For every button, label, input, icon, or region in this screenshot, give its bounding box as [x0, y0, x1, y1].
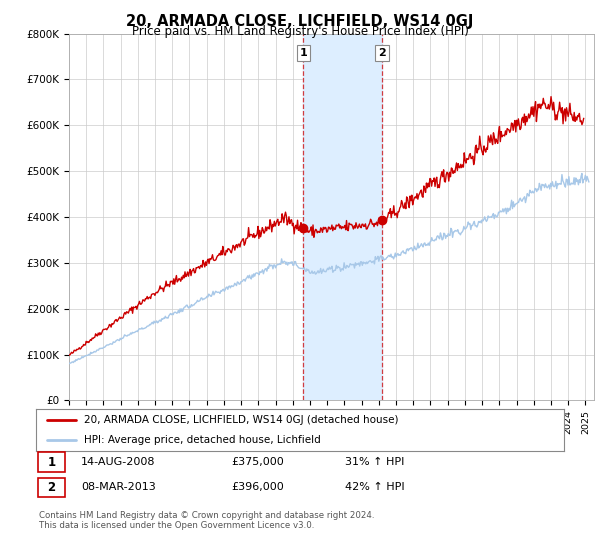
Text: 20, ARMADA CLOSE, LICHFIELD, WS14 0GJ (detached house): 20, ARMADA CLOSE, LICHFIELD, WS14 0GJ (d…	[83, 415, 398, 424]
Text: Contains HM Land Registry data © Crown copyright and database right 2024.
This d: Contains HM Land Registry data © Crown c…	[39, 511, 374, 530]
Text: HPI: Average price, detached house, Lichfield: HPI: Average price, detached house, Lich…	[83, 435, 320, 445]
Text: 31% ↑ HPI: 31% ↑ HPI	[345, 457, 404, 467]
Text: 20, ARMADA CLOSE, LICHFIELD, WS14 0GJ: 20, ARMADA CLOSE, LICHFIELD, WS14 0GJ	[127, 14, 473, 29]
Text: 42% ↑ HPI: 42% ↑ HPI	[345, 482, 404, 492]
Text: 08-MAR-2013: 08-MAR-2013	[81, 482, 156, 492]
Text: Price paid vs. HM Land Registry's House Price Index (HPI): Price paid vs. HM Land Registry's House …	[131, 25, 469, 38]
Text: £396,000: £396,000	[231, 482, 284, 492]
Bar	[304, 34, 382, 400]
Text: 2: 2	[378, 48, 386, 58]
Text: 2: 2	[47, 480, 56, 494]
Text: 1: 1	[47, 455, 56, 469]
Text: 14-AUG-2008: 14-AUG-2008	[81, 457, 155, 467]
Text: £375,000: £375,000	[231, 457, 284, 467]
Text: 1: 1	[299, 48, 307, 58]
